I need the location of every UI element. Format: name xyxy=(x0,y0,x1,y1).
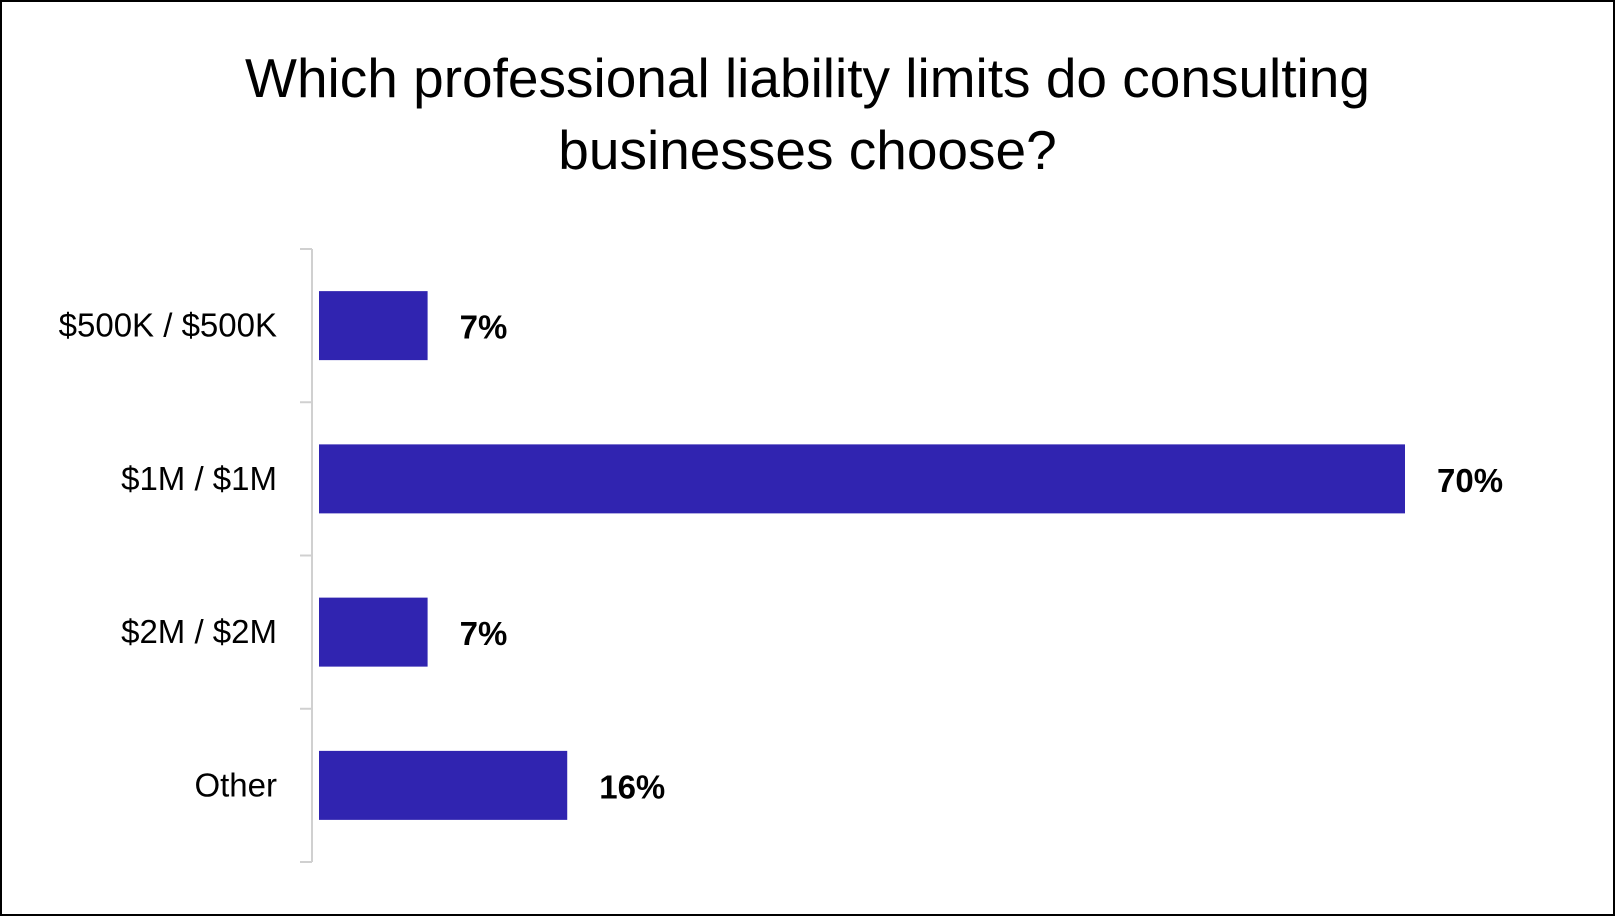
data-label: 7% xyxy=(460,309,508,346)
category-label: $2M / $2M xyxy=(121,613,277,650)
data-label: 70% xyxy=(1437,462,1503,499)
bar xyxy=(319,750,568,820)
chart-title: Which professional liability limits do c… xyxy=(245,47,1370,181)
bar xyxy=(319,291,428,361)
category-label: $500K / $500K xyxy=(59,307,277,344)
data-label: 7% xyxy=(460,615,508,652)
data-label: 16% xyxy=(599,768,665,805)
category-label: Other xyxy=(194,766,277,803)
bar xyxy=(319,444,1405,514)
bar xyxy=(319,597,428,667)
category-label: $1M / $1M xyxy=(121,460,277,497)
